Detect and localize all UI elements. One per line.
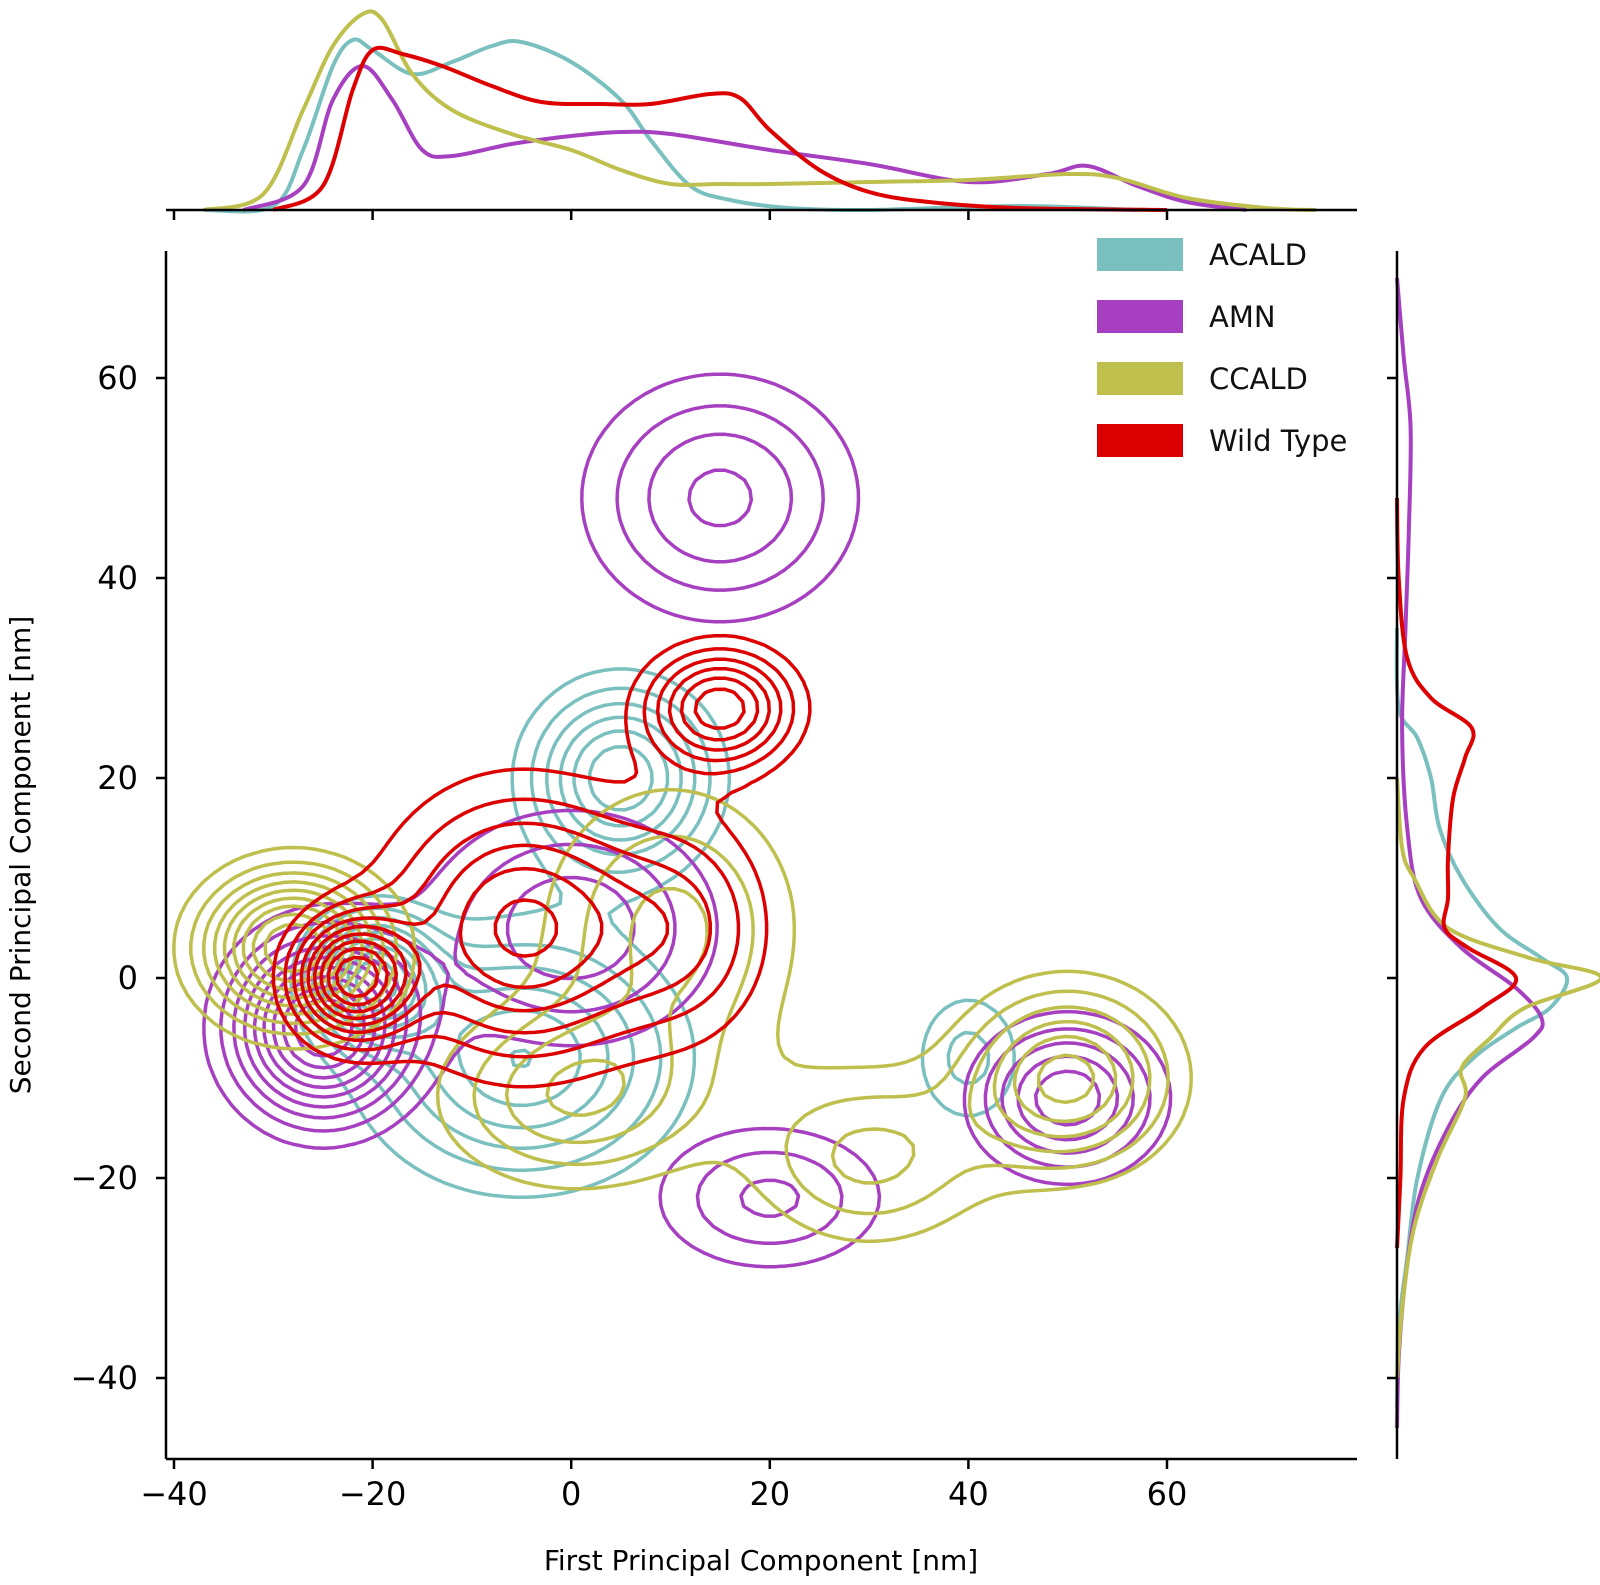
legend-swatch-amn: [1097, 300, 1183, 333]
right-marginal-curve-acald: [1394, 627, 1570, 1409]
right-marginal-ticks: [1387, 376, 1397, 1380]
contour-line-wild-type: [292, 657, 783, 1042]
contour-line-ccald: [172, 787, 1193, 1243]
legend-label-ccald: CCALD: [1209, 362, 1308, 396]
kde-contours: [172, 372, 1193, 1269]
x-tick-label: 60: [1147, 1475, 1188, 1513]
contour-line-wild-type: [319, 939, 399, 1014]
right-marginal-curves: [1394, 277, 1600, 1429]
contour-line-wild-type: [283, 647, 796, 1059]
top-marginal-ticks: [172, 210, 1169, 220]
x-axis-title: First Principal Component [nm]: [544, 1544, 978, 1577]
x-tick-label: −20: [339, 1475, 407, 1513]
legend: ACALD AMN CCALD Wild Type: [1097, 238, 1347, 458]
x-tick-label: 20: [749, 1475, 790, 1513]
contour-line-amn: [219, 404, 1152, 1246]
contour-line-ccald: [202, 871, 1152, 1185]
contours-ccald: [172, 787, 1193, 1243]
y-axis-title: Second Principal Component [nm]: [4, 616, 37, 1095]
contour-line-ccald: [212, 880, 1135, 1139]
x-tick-label: 0: [561, 1475, 581, 1513]
right-marginal-curve-wild-type: [1395, 497, 1519, 1249]
x-tick-label: 40: [948, 1475, 989, 1513]
contour-line-wild-type: [326, 947, 389, 1007]
y-tick-label: 40: [97, 559, 138, 597]
legend-swatch-ccald: [1097, 362, 1183, 395]
main-panel: −40 −20 0 20 40 60 −40 −20 0 20 40 60 First Princi…: [4, 238, 1357, 1577]
right-marginal-curve-amn: [1395, 277, 1545, 1429]
legend-swatch-wild-type: [1097, 424, 1183, 457]
contour-line-wild-type: [271, 633, 812, 1089]
right-marginal-curve-ccald: [1395, 777, 1600, 1379]
y-tick-label: 0: [118, 959, 138, 997]
top-marginal-curve-ccald: [203, 9, 1317, 212]
x-axis-ticks: −40 −20 0 20 40 60: [140, 1459, 1187, 1513]
y-tick-label: −40: [70, 1359, 138, 1397]
y-axis-ticks: −40 −20 0 20 40 60: [70, 359, 166, 1397]
y-tick-label: 20: [97, 759, 138, 797]
legend-label-wild-type: Wild Type: [1209, 424, 1347, 458]
x-tick-label: −40: [140, 1475, 208, 1513]
contour-line-wild-type: [312, 687, 746, 1021]
top-marginal-curve-wild-type: [272, 45, 1168, 212]
contours-wild-type: [271, 633, 812, 1089]
contour-line-wild-type: [334, 955, 380, 999]
right-marginal-panel: [1387, 251, 1600, 1459]
legend-label-acald: ACALD: [1209, 238, 1307, 272]
y-tick-label: −20: [70, 1159, 138, 1197]
contour-line-wild-type: [299, 666, 771, 1034]
y-tick-label: 60: [97, 359, 138, 397]
legend-label-amn: AMN: [1209, 300, 1276, 334]
contour-line-wild-type: [306, 676, 760, 1027]
top-marginal-panel: [166, 9, 1357, 220]
legend-swatch-acald: [1097, 238, 1183, 271]
